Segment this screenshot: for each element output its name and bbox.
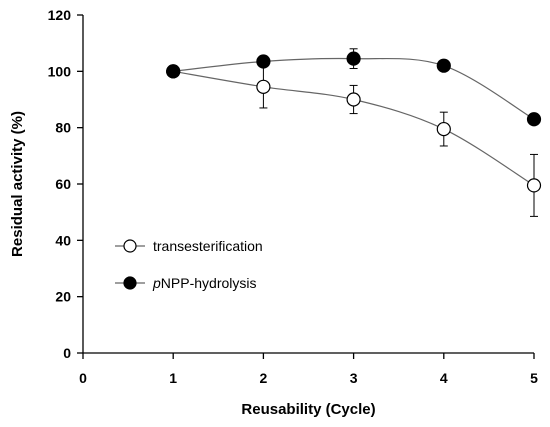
x-axis-title: Reusability (Cycle) [241, 401, 375, 418]
x-ticks: 0 1 2 3 4 5 [79, 353, 538, 386]
x-tick-label: 4 [440, 370, 448, 386]
x-tick-label: 3 [350, 370, 358, 386]
y-tick-label: 120 [48, 7, 72, 23]
y-tick-label: 60 [55, 176, 71, 192]
legend-label: transesterification [153, 238, 263, 254]
axes [82, 15, 534, 354]
legend-marker [123, 276, 137, 290]
y-tick-label: 20 [55, 289, 71, 305]
data-point [256, 79, 271, 94]
legend-item-1: transesterification [115, 238, 263, 254]
legend-marker [123, 239, 137, 253]
x-tick-label: 0 [79, 370, 87, 386]
legend: transesterification pNPP-hydrolysis [115, 238, 263, 291]
data-point [436, 121, 451, 137]
y-tick-label: 40 [55, 232, 71, 248]
x-tick-label: 1 [169, 370, 177, 386]
x-tick-label: 2 [260, 370, 268, 386]
y-tick-label: 0 [63, 345, 71, 361]
series-1 [166, 64, 542, 217]
legend-item-2: pNPP-hydrolysis [115, 275, 257, 291]
data-point [526, 112, 542, 127]
series-layer [166, 48, 542, 217]
legend-label: pNPP-hydrolysis [152, 275, 257, 291]
series-2 [166, 48, 542, 127]
y-axis-title: Residual activity (%) [9, 111, 26, 257]
y-tick-label: 80 [55, 120, 71, 136]
data-point [436, 58, 451, 73]
data-point [346, 51, 361, 66]
y-ticks: 0 20 40 60 80 100 120 [48, 7, 83, 361]
x-tick-label: 5 [530, 370, 538, 386]
data-point [166, 64, 181, 79]
data-point [256, 54, 271, 69]
data-point [346, 92, 361, 107]
data-point [526, 178, 542, 193]
y-tick-label: 100 [48, 63, 72, 79]
